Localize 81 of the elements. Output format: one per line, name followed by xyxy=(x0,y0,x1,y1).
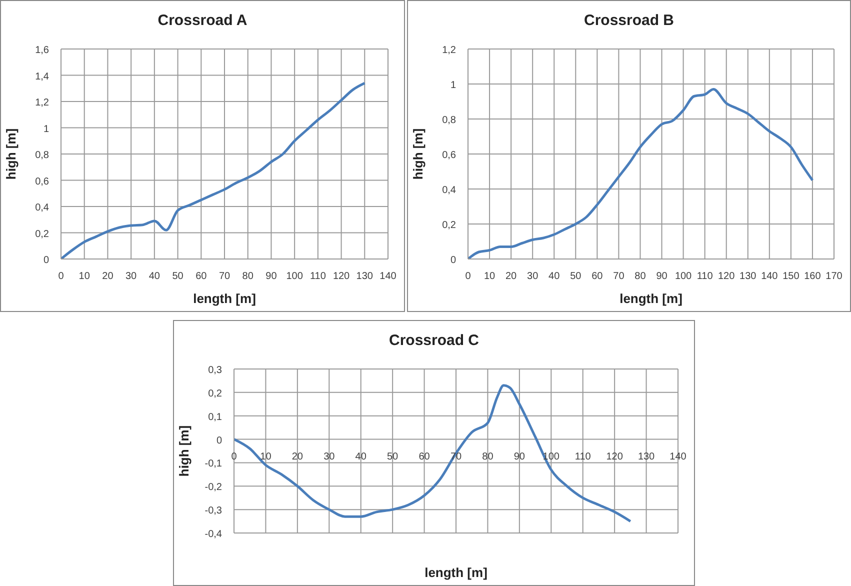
x-tick-label: 70 xyxy=(613,271,625,282)
x-tick-label: 160 xyxy=(804,271,822,282)
x-tick-label: 60 xyxy=(196,271,208,282)
y-tick-label: 0,2 xyxy=(442,220,456,231)
x-tick-label: 90 xyxy=(514,451,526,462)
x-tick-label: 110 xyxy=(574,451,592,462)
x-tick-label: 30 xyxy=(527,271,539,282)
x-tick-label: 40 xyxy=(148,271,160,282)
x-tick-label: 120 xyxy=(606,451,624,462)
x-tick-label: 50 xyxy=(570,271,582,282)
x-tick-label: 150 xyxy=(782,271,800,282)
y-tick-label: 0,3 xyxy=(208,365,222,376)
x-tick-label: 90 xyxy=(266,271,278,282)
x-tick-label: 100 xyxy=(286,271,304,282)
chart-title: Crossroad A xyxy=(156,11,248,31)
y-tick-label: 0,4 xyxy=(442,185,456,196)
x-tick-label: 120 xyxy=(718,271,736,282)
x-tick-label: 10 xyxy=(484,271,496,282)
y-tick-label: 1,2 xyxy=(35,98,50,108)
y-tick-label: 0 xyxy=(450,255,456,266)
y-axis-title: high [m] xyxy=(176,425,192,477)
chart-title: Crossroad B xyxy=(582,11,676,31)
x-tick-label: 50 xyxy=(172,271,184,282)
y-tick-label: 1,2 xyxy=(442,45,456,56)
y-tick-label: 1,4 xyxy=(35,71,50,82)
y-tick-label: -0,3 xyxy=(204,506,222,517)
x-tick-label: 20 xyxy=(102,271,114,282)
y-tick-label: -0,1 xyxy=(204,458,222,470)
y-tick-label: 0 xyxy=(216,435,222,446)
x-tick-label: 60 xyxy=(592,271,604,282)
x-tick-label: 80 xyxy=(482,451,494,462)
x-axis-title: length [m] xyxy=(620,291,682,306)
x-tick-label: 130 xyxy=(740,271,757,282)
y-tick-label: 0 xyxy=(43,255,50,266)
y-tick-label: -0,2 xyxy=(204,482,222,494)
x-tick-label: 0 xyxy=(465,271,472,282)
x-tick-label: 30 xyxy=(324,451,336,462)
x-tick-label: 40 xyxy=(355,451,367,462)
x-tick-label: 10 xyxy=(260,451,272,462)
x-tick-label: 0 xyxy=(231,451,238,462)
x-tick-label: 110 xyxy=(310,271,326,282)
y-tick-label: 0,4 xyxy=(35,202,50,214)
x-tick-label: 120 xyxy=(332,271,350,282)
x-tick-label: 10 xyxy=(78,271,90,282)
x-tick-label: 130 xyxy=(356,271,374,282)
y-tick-label: 0,2 xyxy=(35,228,50,240)
x-axis-title: length [m] xyxy=(193,291,256,306)
x-tick-label: 60 xyxy=(418,451,430,462)
y-tick-label: 0,8 xyxy=(35,150,50,161)
line-series xyxy=(468,88,814,259)
x-tick-label: 80 xyxy=(242,271,254,282)
y-tick-label: 0,6 xyxy=(35,176,50,188)
x-axis-title: length [m] xyxy=(424,565,488,580)
line-series xyxy=(61,82,366,259)
x-tick-label: 0 xyxy=(58,271,64,282)
y-tick-label: 1 xyxy=(450,80,456,91)
x-tick-label: 90 xyxy=(656,271,668,282)
x-tick-label: 20 xyxy=(292,451,304,462)
y-tick-label: -0,4 xyxy=(204,529,222,540)
y-tick-label: 1,6 xyxy=(35,45,50,56)
y-axis-title: high [m] xyxy=(410,128,426,180)
x-tick-label: 30 xyxy=(126,271,138,282)
y-tick-label: 0,2 xyxy=(208,388,222,400)
x-tick-label: 110 xyxy=(696,271,714,282)
x-tick-label: 70 xyxy=(218,271,230,282)
x-tick-label: 140 xyxy=(670,451,687,462)
x-tick-label: 40 xyxy=(548,271,560,282)
y-tick-label: 0,8 xyxy=(442,115,456,126)
y-tick-label: 1 xyxy=(43,124,50,135)
x-tick-label: 50 xyxy=(387,451,399,462)
y-axis-title: high [m] xyxy=(4,128,19,180)
x-tick-label: 140 xyxy=(380,271,397,282)
x-tick-label: 130 xyxy=(638,451,656,462)
x-tick-label: 140 xyxy=(761,271,778,282)
x-tick-label: 80 xyxy=(634,271,646,282)
chart-title: Crossroad C xyxy=(388,331,480,351)
y-tick-label: 0,6 xyxy=(442,150,456,161)
x-tick-label: 170 xyxy=(826,271,843,282)
y-tick-label: 0,1 xyxy=(208,412,222,423)
x-tick-label: 100 xyxy=(674,271,692,282)
x-tick-label: 20 xyxy=(505,271,518,282)
